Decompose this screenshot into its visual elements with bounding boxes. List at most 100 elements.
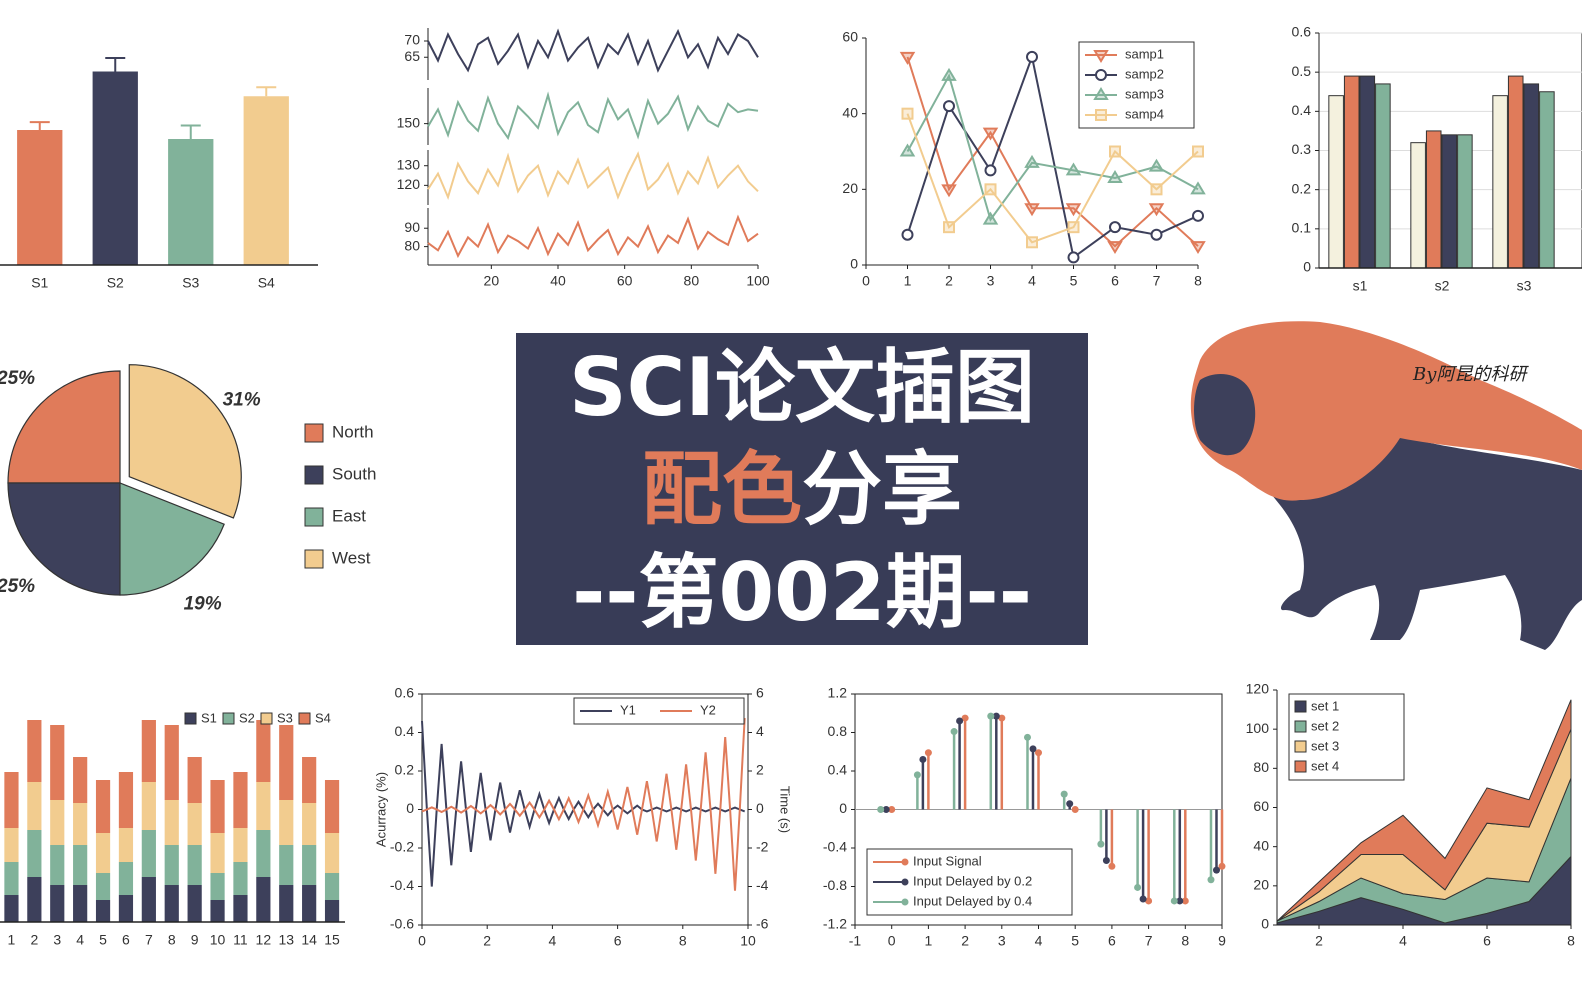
marker xyxy=(899,51,916,65)
bar-segment xyxy=(256,720,271,782)
x-tick-label: 8 xyxy=(1567,933,1575,949)
x-tick-label: s1 xyxy=(1353,278,1368,294)
bar-segment xyxy=(324,873,340,900)
y-tick-label: 90 xyxy=(404,219,420,235)
line-series xyxy=(906,113,1199,244)
y-tick-label: 120 xyxy=(397,176,421,192)
banner: SCI论文插图 配色分享 --第002期-- xyxy=(516,333,1088,645)
legend-label: South xyxy=(332,464,376,483)
x-tick-label: 9 xyxy=(191,932,199,948)
legend-swatch xyxy=(304,549,324,569)
stem-head xyxy=(992,712,1000,720)
bar-segment xyxy=(27,782,42,830)
bar-segment xyxy=(4,862,19,895)
stem-head xyxy=(1134,883,1142,891)
marker xyxy=(1024,154,1040,168)
legend-swatch xyxy=(901,898,909,906)
marker xyxy=(1192,145,1204,158)
x-tick-label: 8 xyxy=(1194,273,1202,289)
line-series xyxy=(427,91,759,141)
x-tick-label: 2 xyxy=(961,933,969,949)
line-series xyxy=(427,28,759,73)
x-tick-label: 0 xyxy=(862,273,870,289)
legend-swatch xyxy=(1294,720,1307,733)
bar-segment xyxy=(279,800,294,845)
legend-swatch xyxy=(222,712,235,725)
x-tick-label: 13 xyxy=(278,932,294,948)
bar-segment xyxy=(324,833,340,873)
x-tick-label: 7 xyxy=(1153,273,1161,289)
y-tick-label: 0.2 xyxy=(395,762,415,778)
stem-head xyxy=(950,728,958,736)
bar xyxy=(92,71,138,265)
pie-label: 31% xyxy=(223,389,261,410)
y2-axis-label: Time (s) xyxy=(778,786,793,833)
legend-label: Y1 xyxy=(620,702,636,717)
marker xyxy=(1093,87,1109,100)
x-tick-label: 14 xyxy=(301,932,317,948)
stem-head xyxy=(1181,897,1189,905)
legend-label: S1 xyxy=(201,710,217,725)
legend-swatch xyxy=(304,423,324,443)
stem-head xyxy=(888,806,896,813)
bar-segment xyxy=(50,725,65,800)
bar-segment xyxy=(256,782,271,830)
bar-segment xyxy=(118,862,134,895)
pie-label: 25% xyxy=(0,368,35,389)
stem-head xyxy=(877,806,885,813)
stem-head xyxy=(913,771,921,779)
y-tick-label: 60 xyxy=(1253,798,1269,814)
bar-segment xyxy=(233,828,248,862)
stem-head xyxy=(1207,876,1215,884)
x-tick-label: 4 xyxy=(1035,933,1043,949)
bar-segment xyxy=(118,828,134,862)
marker xyxy=(984,164,997,177)
legend-label: S4 xyxy=(315,710,331,725)
y-tick-label: 0.2 xyxy=(1292,180,1312,196)
bar-segment xyxy=(73,885,88,922)
bar-segment xyxy=(27,877,42,922)
y-tick-label: 80 xyxy=(404,237,420,253)
bar-segment xyxy=(95,900,111,922)
y-tick-label: 80 xyxy=(1253,759,1269,775)
x-tick-label: 4 xyxy=(76,932,84,948)
legend-label: Y2 xyxy=(700,702,716,717)
x-tick-label: 3 xyxy=(53,932,61,948)
marker xyxy=(1150,183,1163,196)
stem-head xyxy=(1023,733,1031,741)
y-tick-label: 65 xyxy=(404,48,420,64)
legend-swatch xyxy=(304,507,324,527)
line-series xyxy=(906,73,1199,222)
legend-label: samp1 xyxy=(1125,46,1164,61)
stem-head xyxy=(1029,745,1037,753)
bar-segment xyxy=(141,720,156,782)
marker xyxy=(943,100,955,113)
marker xyxy=(1190,241,1206,255)
line-series xyxy=(906,53,1199,260)
x-tick-label: 7 xyxy=(1145,933,1153,949)
y-tick-label: 0 xyxy=(756,800,764,816)
marker xyxy=(1024,203,1040,217)
bar-segment xyxy=(164,845,179,885)
bar xyxy=(1539,91,1555,269)
y-tick-label: -4 xyxy=(756,877,769,893)
bar-segment xyxy=(141,830,156,877)
bar-segment xyxy=(4,828,19,862)
bar-segment xyxy=(95,780,111,833)
bar-segment xyxy=(256,877,271,922)
lion-face xyxy=(1194,374,1256,456)
bar-segment xyxy=(210,900,225,922)
bar-segment xyxy=(27,830,42,877)
marker xyxy=(1065,162,1082,176)
x-tick-label: 2 xyxy=(30,932,38,948)
y-tick-label: 0.4 xyxy=(395,723,415,739)
y-tick-label: 70 xyxy=(404,32,420,48)
line-series xyxy=(421,718,746,891)
bar xyxy=(1343,75,1360,269)
bar-segment xyxy=(4,895,19,922)
y-axis-label: Acurracy (%) xyxy=(373,772,388,847)
marker xyxy=(1093,50,1109,63)
y-tick-label: 0.8 xyxy=(828,723,848,739)
legend-label: set 1 xyxy=(1311,698,1339,713)
banner-background xyxy=(516,333,1088,645)
